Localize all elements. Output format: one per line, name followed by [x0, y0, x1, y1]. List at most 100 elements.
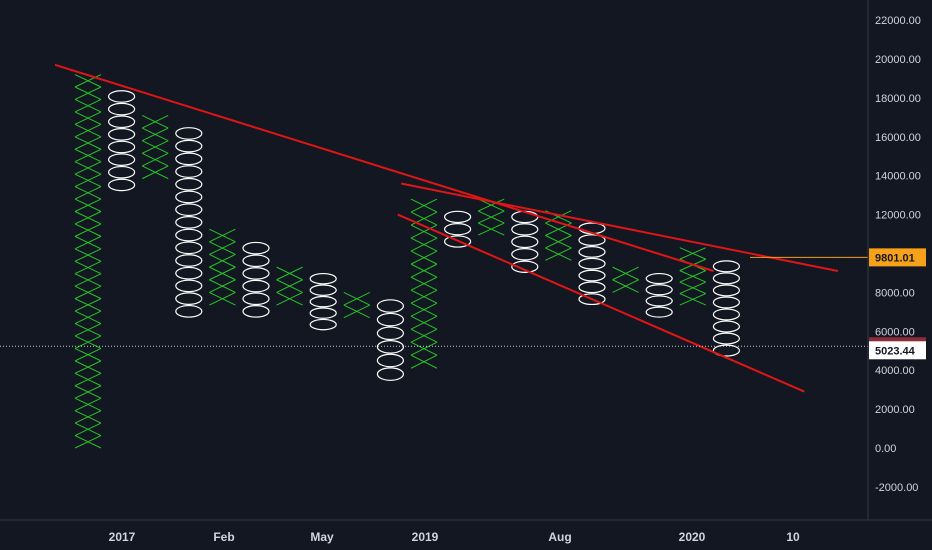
x-box: [74, 410, 102, 424]
o-box: [444, 210, 472, 224]
price-tick-label: 8000.00: [875, 287, 915, 299]
time-axis[interactable]: 2017 Feb May 2019 Aug 2020 10: [109, 530, 800, 544]
trendline-1[interactable]: [54, 63, 714, 272]
x-box: [410, 276, 438, 291]
x-box: [410, 263, 438, 278]
x-box: [141, 140, 169, 154]
x-box: [74, 360, 102, 374]
o-box: [712, 332, 741, 345]
price-tick-label: -2000.00: [875, 482, 918, 494]
time-label: Aug: [548, 530, 571, 544]
o-box: [376, 340, 404, 354]
o-box: [242, 241, 270, 255]
x-box: [612, 279, 639, 293]
price-tick-label: 2000.00: [875, 404, 915, 416]
x-box: [74, 186, 102, 200]
x-box: [74, 323, 102, 337]
o-box: [511, 248, 539, 261]
pnf-column-11: [410, 198, 438, 369]
trendline-2[interactable]: [400, 182, 839, 272]
level-price-badge-text: 9801.01: [875, 252, 915, 264]
o-box: [107, 165, 136, 179]
o-box: [175, 127, 203, 140]
x-box: [679, 293, 707, 306]
x-box: [679, 247, 707, 260]
x-box: [545, 235, 572, 249]
x-box: [74, 385, 102, 399]
x-box: [410, 302, 438, 317]
o-box: [242, 254, 270, 268]
x-box: [74, 211, 102, 225]
x-box: [74, 99, 102, 113]
o-box: [578, 269, 606, 282]
crosshair-price-badge-text: 5023.44: [875, 345, 916, 357]
level-price-badge: 9801.01: [869, 248, 926, 267]
x-box: [410, 198, 438, 213]
o-box: [712, 284, 741, 297]
x-box: [477, 210, 505, 224]
o-box: [175, 304, 203, 318]
price-levels: [0, 256, 868, 347]
pnf-column-18: [645, 272, 673, 318]
x-box: [276, 279, 303, 293]
x-box: [74, 86, 102, 100]
o-box: [645, 295, 673, 307]
x-box: [74, 260, 102, 275]
o-box: [578, 245, 606, 258]
trendline-3[interactable]: [397, 213, 805, 393]
o-box: [645, 284, 673, 296]
pnf-column-5: [209, 228, 236, 306]
o-box: [175, 190, 203, 204]
o-box: [175, 216, 203, 229]
x-box: [74, 285, 102, 300]
x-box: [410, 224, 438, 239]
pnf-column-4: [175, 127, 203, 318]
pnf-column-17: [612, 266, 639, 293]
o-box: [242, 267, 270, 280]
x-box: [679, 270, 707, 283]
o-box: [511, 223, 539, 236]
price-axis[interactable]: 22000.00 20000.00 18000.00 16000.00 14000.00…: [875, 15, 921, 494]
o-box: [376, 312, 404, 327]
box-columns: [74, 74, 741, 449]
x-box: [545, 247, 572, 261]
o-box: [107, 153, 136, 166]
pnf-column-2: [107, 90, 136, 192]
x-box: [276, 266, 303, 281]
x-box: [343, 304, 371, 319]
o-box: [175, 177, 203, 191]
price-tick-label: 6000.00: [875, 326, 915, 338]
x-box: [74, 298, 102, 312]
x-box: [209, 266, 236, 281]
o-box: [175, 292, 203, 305]
o-box: [107, 115, 136, 129]
x-box: [74, 397, 102, 412]
o-box: [107, 128, 136, 141]
x-box: [209, 279, 236, 293]
pnf-column-14: [511, 210, 539, 273]
time-label: 2020: [679, 530, 706, 544]
o-box: [712, 260, 741, 273]
o-box: [107, 178, 136, 192]
price-tick-label: 18000.00: [875, 93, 921, 105]
o-box: [175, 203, 203, 217]
o-box: [309, 307, 337, 319]
x-box: [74, 248, 102, 262]
x-box: [410, 237, 438, 252]
pnf-column-9: [343, 291, 371, 319]
x-box: [410, 250, 438, 265]
o-box: [712, 344, 741, 357]
o-box: [175, 228, 203, 242]
o-box: [242, 279, 270, 293]
o-box: [175, 254, 203, 267]
x-box: [276, 291, 303, 306]
pnf-column-20: [712, 260, 741, 357]
o-box: [712, 272, 741, 285]
o-box: [511, 260, 539, 273]
pnf-column-6: [242, 241, 270, 318]
time-label: Feb: [213, 530, 234, 544]
o-box: [175, 279, 203, 293]
x-box: [74, 161, 102, 175]
x-box: [74, 435, 102, 449]
